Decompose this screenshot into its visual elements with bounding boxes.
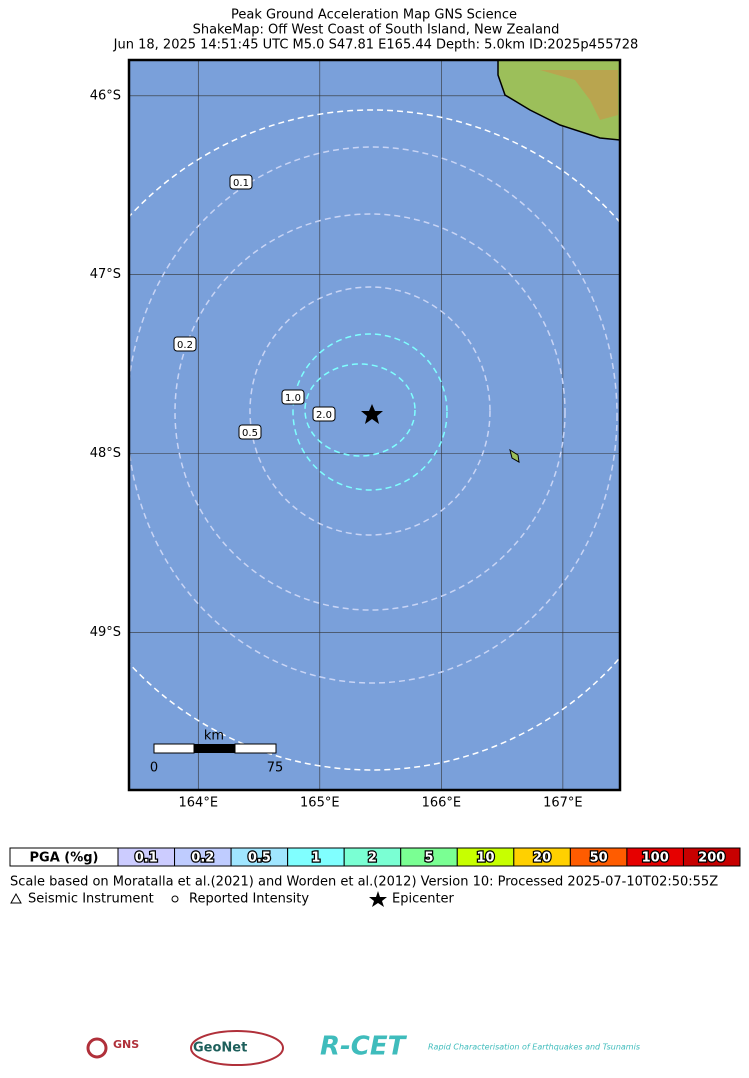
legend-item: Epicenter xyxy=(392,892,455,907)
x-tick-label: 164°E xyxy=(179,796,219,811)
scale-unit: km xyxy=(204,729,224,744)
map: 0.1 0.2 0.5 1.0 2.0 km 0 75 xyxy=(129,60,620,790)
scale-bar xyxy=(194,744,235,753)
legend-label: 200 xyxy=(698,851,725,866)
contour-label: 1.0 xyxy=(285,393,301,404)
contour xyxy=(292,333,448,491)
contour-label-box xyxy=(229,174,253,190)
legend-header: PGA (%g) xyxy=(30,851,99,866)
contour xyxy=(304,363,416,457)
rcet-logo: R-CET xyxy=(320,1032,408,1062)
scale-end: 75 xyxy=(267,761,284,776)
legend-label: 1 xyxy=(311,851,320,866)
contour-label-box xyxy=(281,389,305,405)
map-frame xyxy=(127,58,622,792)
scale-bar xyxy=(234,743,277,754)
contour-label: 2.0 xyxy=(316,410,332,421)
intensity-symbol xyxy=(171,895,179,903)
y-tick-label: 46°S xyxy=(90,88,121,103)
ocean xyxy=(129,60,620,790)
island xyxy=(509,448,520,463)
epicenter xyxy=(361,404,383,424)
contour-label-box xyxy=(312,406,336,422)
contour xyxy=(129,109,620,771)
contour xyxy=(129,146,618,684)
contour-label: 0.5 xyxy=(242,428,258,439)
rcet-tagline: Rapid Characterisation of Earthquakes an… xyxy=(428,1043,640,1052)
gns-logo: GNS xyxy=(113,1038,139,1051)
gns-logo-icon xyxy=(86,1037,108,1059)
legend-label: 100 xyxy=(642,851,669,866)
title: Peak Ground Acceleration Map GNS Science xyxy=(231,8,517,23)
instrument-symbol xyxy=(10,892,22,904)
legend-label: 50 xyxy=(590,851,608,866)
epicenter-symbol xyxy=(369,891,387,907)
legend-label: 0.2 xyxy=(191,851,214,866)
geonet-logo: GeoNet xyxy=(193,1041,247,1056)
land-relief xyxy=(540,70,618,120)
contour-label-box xyxy=(238,424,262,440)
legend-cell xyxy=(682,847,741,867)
contour-label: 0.2 xyxy=(177,340,193,351)
y-tick-label: 48°S xyxy=(90,446,121,461)
footnote: Scale based on Moratalla et al.(2021) an… xyxy=(10,875,718,890)
contour-label: 0.1 xyxy=(233,178,249,189)
logos: GNS GeoNet R-CET Rapid Characterisation … xyxy=(86,1030,640,1066)
legend-label: 0.1 xyxy=(135,851,158,866)
legend-label: 20 xyxy=(533,851,551,866)
legend-label: 2 xyxy=(368,851,377,866)
contour xyxy=(174,213,566,611)
x-tick-label: 165°E xyxy=(300,796,340,811)
contour xyxy=(249,286,491,536)
x-tick-label: 167°E xyxy=(543,796,583,811)
contours xyxy=(129,109,620,771)
legend-label: 10 xyxy=(476,851,494,866)
subtitle: ShakeMap: Off West Coast of South Island… xyxy=(193,23,560,38)
legend-label: 0.5 xyxy=(248,851,271,866)
y-tick-label: 49°S xyxy=(90,625,121,640)
legend-item: Seismic Instrument xyxy=(28,892,154,907)
x-tick-label: 166°E xyxy=(422,796,462,811)
y-tick-label: 47°S xyxy=(90,267,121,282)
scale-bar xyxy=(153,743,195,754)
event-info: Jun 18, 2025 14:51:45 UTC M5.0 S47.81 E1… xyxy=(113,38,639,53)
scale-start: 0 xyxy=(150,761,158,776)
geonet-logo-ring xyxy=(190,1030,284,1066)
legend-item: Reported Intensity xyxy=(189,892,309,907)
contour-label-box xyxy=(173,336,197,352)
legend-label: 5 xyxy=(424,851,433,866)
